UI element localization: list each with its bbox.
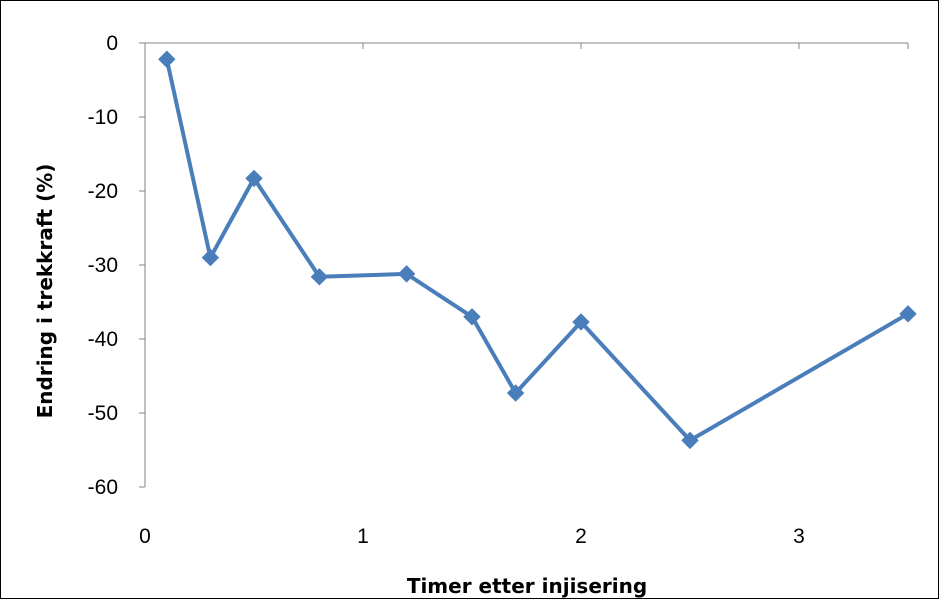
y-tick-label: 0 xyxy=(106,32,118,55)
x-tick-label: 1 xyxy=(357,525,369,548)
x-tick-label: 0 xyxy=(139,525,151,548)
data-point-marker xyxy=(572,313,590,331)
data-point-marker xyxy=(158,50,176,68)
x-axis: 0 1 2 3 xyxy=(139,42,909,548)
y-tick-label: -30 xyxy=(88,254,118,277)
data-point-marker xyxy=(310,268,329,286)
data-point-marker xyxy=(899,305,917,323)
x-axis-title: Timer etter injisering xyxy=(407,574,647,598)
y-tick-label: -60 xyxy=(88,476,118,499)
data-point-marker xyxy=(201,248,220,267)
y-tick-label: -20 xyxy=(88,180,118,203)
data-point-marker xyxy=(463,308,481,326)
data-point-marker xyxy=(506,384,525,402)
x-tick-label: 3 xyxy=(793,525,805,548)
y-tick-label: -10 xyxy=(88,106,118,129)
series-layer xyxy=(158,50,917,450)
x-tick-label: 2 xyxy=(575,525,587,548)
data-point-marker xyxy=(245,169,263,188)
series-line xyxy=(164,57,910,443)
data-point-marker xyxy=(681,431,699,450)
y-axis-title: Endring i trekkraft (%) xyxy=(33,164,57,419)
y-axis: 0 -10 -20 -30 -40 -50 -60 xyxy=(88,32,146,499)
y-tick-label: -40 xyxy=(88,328,118,351)
y-tick-label: -50 xyxy=(88,402,118,425)
data-point-marker xyxy=(397,265,416,283)
